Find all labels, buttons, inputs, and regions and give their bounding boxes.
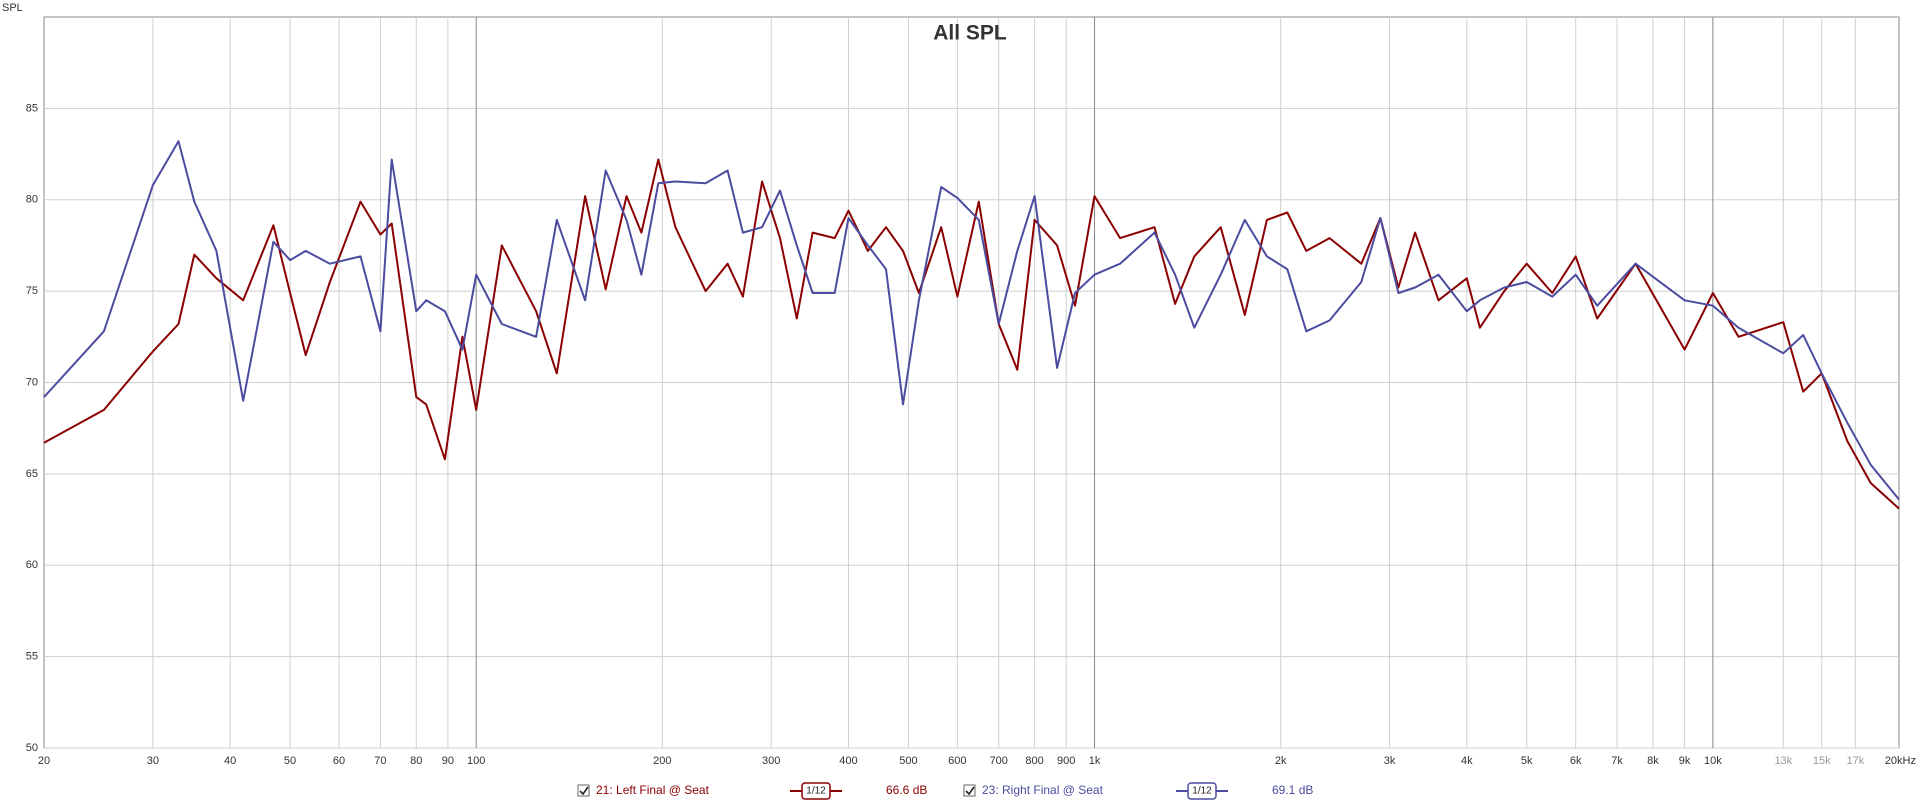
y-axis-label: SPL — [2, 2, 23, 14]
legend-label: 21: Left Final @ Seat — [596, 783, 710, 797]
chart-title: All SPL — [933, 22, 1007, 45]
x-tick-label: 5k — [1521, 755, 1533, 767]
x-tick-label: 20 — [38, 755, 50, 767]
x-tick-label: 600 — [948, 755, 966, 767]
legend-checkbox[interactable] — [963, 784, 976, 797]
x-tick-label: 30 — [147, 755, 159, 767]
legend-label: 23: Right Final @ Seat — [982, 783, 1104, 797]
legend-checkbox[interactable] — [577, 784, 590, 797]
x-tick-label: 15k — [1813, 755, 1831, 767]
grid — [44, 17, 1899, 749]
x-tick-label: 9k — [1679, 755, 1691, 767]
series-line — [43, 140, 1900, 501]
x-tick-label: 80 — [410, 755, 422, 767]
y-tick-label: 80 — [26, 194, 38, 206]
checkmark — [579, 786, 589, 796]
x-tick-label: 17k — [1846, 755, 1864, 767]
x-tick-label: 400 — [839, 755, 857, 767]
x-tick-label: 90 — [442, 755, 454, 767]
y-tick-label: 55 — [26, 651, 38, 663]
x-tick-label: 1k — [1089, 755, 1101, 767]
x-tick-label: 4k — [1461, 755, 1473, 767]
cursor-value: 69.1 dB — [1272, 783, 1313, 797]
y-tick-label: 75 — [26, 285, 38, 297]
legend: 21: Left Final @ Seat 1/12 66.6 dB 23: Righ… — [577, 782, 1313, 800]
x-tick-label: 20kHz — [1885, 755, 1916, 767]
x-tick-label: 6k — [1570, 755, 1582, 767]
x-tick-label: 3k — [1384, 755, 1396, 767]
y-tick-label: 50 — [26, 742, 38, 754]
x-tick-label: 700 — [990, 755, 1008, 767]
y-tick-label: 70 — [26, 376, 38, 388]
smoothing-label: 1/12 — [1192, 786, 1212, 797]
x-tick-label: 70 — [374, 755, 386, 767]
x-tick-label: 13k — [1774, 755, 1792, 767]
x-tick-label: 50 — [284, 755, 296, 767]
x-tick-label: 100 — [467, 755, 485, 767]
smoothing-box[interactable] — [801, 782, 831, 800]
checkmark — [965, 786, 975, 796]
x-tick-label: 200 — [653, 755, 671, 767]
x-tick-label: 900 — [1057, 755, 1075, 767]
series-line — [43, 158, 1900, 510]
x-tick-label: 60 — [333, 755, 345, 767]
x-tick-label: 2k — [1275, 755, 1287, 767]
y-tick-label: 60 — [26, 559, 38, 571]
y-tick-label: 65 — [26, 468, 38, 480]
x-tick-label: 500 — [899, 755, 917, 767]
x-tick-label: 10k — [1704, 755, 1722, 767]
smoothing-label: 1/12 — [806, 786, 826, 797]
y-tick-label: 85 — [26, 102, 38, 114]
x-tick-label: 40 — [224, 755, 236, 767]
x-tick-label: 7k — [1611, 755, 1623, 767]
smoothing-box[interactable] — [1187, 782, 1217, 800]
x-tick-label: 800 — [1025, 755, 1043, 767]
x-tick-label: 300 — [762, 755, 780, 767]
x-tick-label: 8k — [1647, 755, 1659, 767]
cursor-value: 66.6 dB — [886, 783, 927, 797]
